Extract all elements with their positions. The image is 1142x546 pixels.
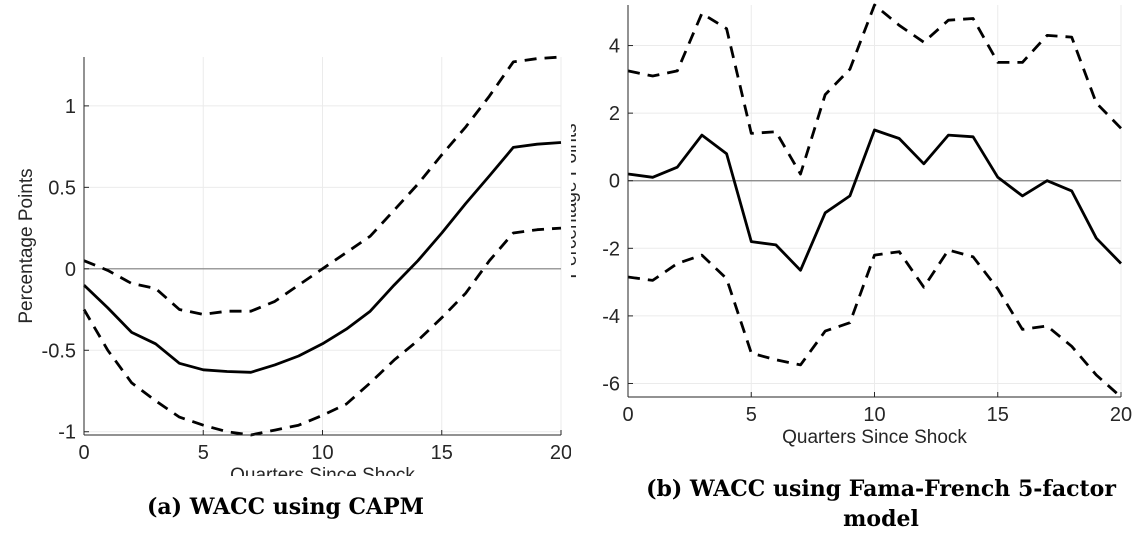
chart-panel-ff5: 0 5 10 15 20 -6 -4 -2 0 2 4 Quarters Since Shock Per…: [571, 0, 1142, 546]
x-axis-label: Quarters Since Shock: [230, 465, 415, 476]
series-line-upper: [627, 3, 1123, 176]
capm-plot: 0 5 10 15 20 -1 -0.5 0 0.5 1 Quarters Since Shock P…: [16, 55, 571, 476]
ff5-plot: 0 5 10 15 20 -6 -4 -2 0 2 4 Quarters Since Shock Per…: [571, 3, 1132, 448]
y-axis-label: Percentage Points: [571, 123, 581, 278]
x-tick-label: 20: [550, 442, 571, 464]
x-axis-label: Quarters Since Shock: [782, 427, 967, 448]
y-tick-label: 2: [609, 103, 620, 125]
x-tick-label: 10: [863, 404, 885, 426]
y-tick-label: 0: [609, 171, 620, 193]
y-tick-label: -2: [602, 238, 620, 260]
y-tick-label: -1: [58, 422, 76, 444]
x-tick-label: 5: [746, 404, 757, 426]
x-tick-label: 5: [198, 442, 209, 464]
series-line-upper: [83, 55, 562, 316]
y-axis-label: Percentage Points: [16, 168, 37, 323]
chart-panel-capm: 0 5 10 15 20 -1 -0.5 0 0.5 1 Quarters Since Shock P…: [16, 55, 571, 520]
caption-ff5: (b) WACC using Fama-French 5-factor mode…: [646, 476, 1116, 532]
series-line-estimate: [83, 141, 562, 374]
caption-capm: (a) WACC using CAPM: [146, 494, 425, 520]
y-tick-label: -4: [602, 306, 620, 328]
x-tick-label: 10: [311, 442, 333, 464]
y-tick-label: 1: [65, 96, 76, 118]
series-line-lower: [627, 248, 1122, 399]
y-tick-label: -6: [602, 373, 620, 395]
x-tick-label: 15: [987, 404, 1009, 426]
x-tick-label: 20: [1110, 404, 1132, 426]
series-line-lower: [82, 226, 562, 437]
y-tick-label: 0.5: [48, 177, 76, 199]
y-tick-label: 0: [65, 259, 76, 281]
y-tick-label: -0.5: [42, 340, 76, 362]
y-tick-label: 4: [609, 36, 620, 58]
x-tick-label: 0: [622, 404, 633, 426]
x-tick-label: 0: [78, 442, 89, 464]
x-tick-label: 15: [431, 442, 453, 464]
series-line-estimate: [627, 128, 1123, 272]
